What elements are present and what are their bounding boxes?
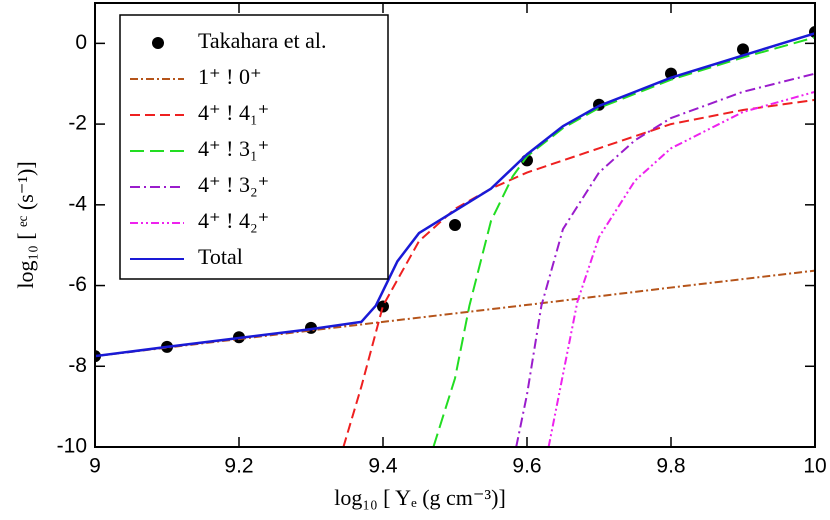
series-line: [95, 32, 815, 358]
legend-label: 4⁺ ! 3₁⁺: [198, 136, 269, 161]
legend-label: 4⁺ ! 3₂⁺: [198, 172, 269, 197]
x-tick-label: 10: [803, 455, 826, 478]
y-tick-label: -8: [68, 354, 87, 377]
legend-marker: [152, 37, 164, 49]
legend-label: Takahara et al.: [198, 28, 327, 53]
y-tick-label: -4: [68, 192, 87, 215]
x-tick-label: 9: [89, 455, 101, 478]
legend-label: Total: [198, 244, 243, 269]
data-point: [449, 219, 461, 231]
y-tick-label: 0: [75, 31, 87, 54]
x-tick-label: 9.4: [368, 455, 398, 478]
plot-frame: [94, 2, 816, 448]
plot-area: [95, 26, 815, 447]
legend-label: 4⁺ ! 4₁⁺: [198, 100, 269, 125]
series-line: [342, 98, 815, 447]
data-point: [377, 300, 389, 313]
x-tick-label: 9.6: [512, 455, 541, 478]
series-line: [432, 36, 815, 447]
y-axis-label: log₁₀ [ ᵉᶜ (s⁻¹)]: [13, 161, 38, 288]
series-line: [515, 72, 815, 447]
y-tick-label: -6: [68, 273, 87, 296]
x-tick-label: 9.2: [224, 455, 253, 478]
y-tick-label: -2: [68, 112, 87, 135]
x-axis-label: log₁₀ [ Yₑ (g cm⁻³)]: [334, 485, 506, 510]
legend-label: 1⁺ ! 0⁺: [198, 64, 262, 89]
legend-box: [119, 14, 389, 280]
y-tick-label: -10: [57, 435, 87, 458]
data-point: [737, 43, 749, 56]
x-tick-label: 9.8: [656, 455, 685, 478]
legend-label: 4⁺ ! 4₂⁺: [198, 208, 269, 233]
series-line: [547, 90, 815, 447]
